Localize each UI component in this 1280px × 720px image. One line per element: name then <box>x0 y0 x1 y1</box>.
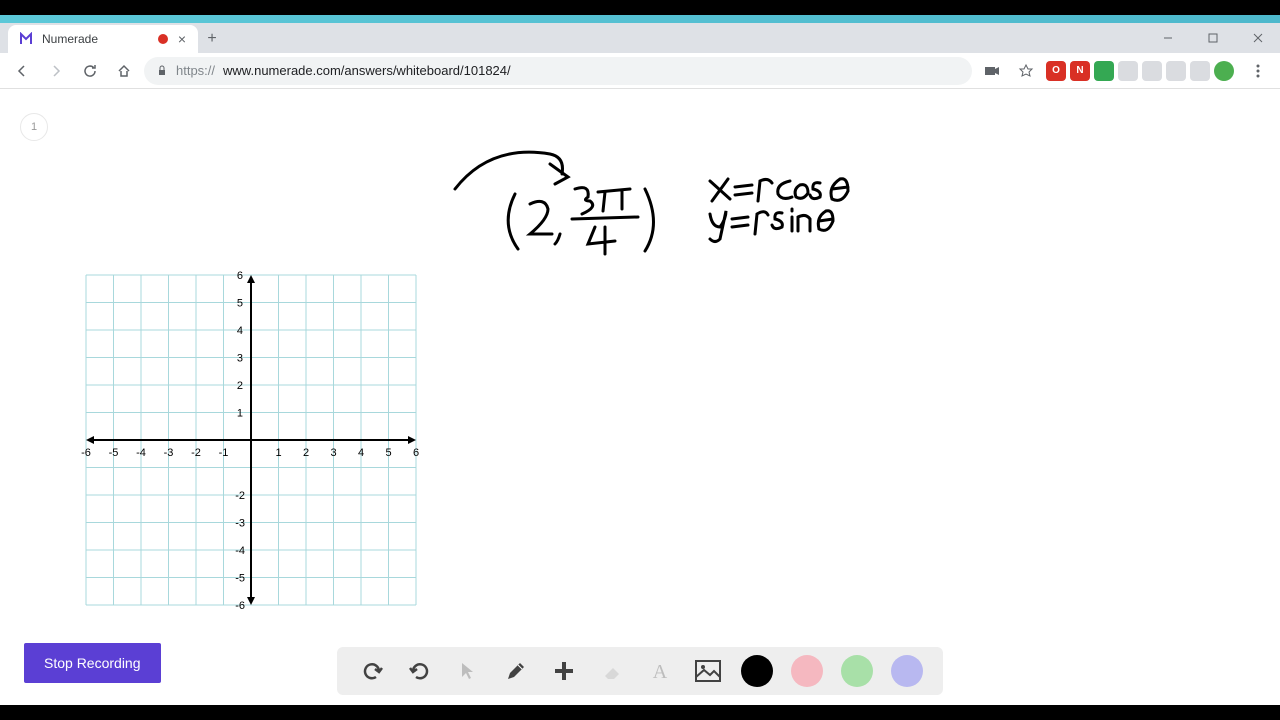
svg-text:1: 1 <box>275 447 281 459</box>
pen-tool[interactable] <box>501 656 531 686</box>
svg-text:4: 4 <box>358 447 364 459</box>
svg-text:-4: -4 <box>136 447 146 459</box>
recording-indicator-icon <box>158 34 168 44</box>
close-window-button[interactable] <box>1235 23 1280 53</box>
extension-icon-0[interactable]: O <box>1046 61 1066 81</box>
numerade-favicon-icon <box>18 31 34 47</box>
svg-text:-3: -3 <box>164 447 174 459</box>
extension-icon-4[interactable] <box>1142 61 1162 81</box>
svg-text:-5: -5 <box>109 447 119 459</box>
svg-text:2: 2 <box>303 447 309 459</box>
svg-text:-5: -5 <box>235 573 245 585</box>
window-titlebar <box>0 15 1280 23</box>
minimize-button[interactable] <box>1145 23 1190 53</box>
letterbox-top <box>0 0 1280 15</box>
stop-recording-button[interactable]: Stop Recording <box>24 643 161 683</box>
page-content: 1 -6 -5 -4 -3 -2 -1 1 2 3 4 5 6 1 2 3 4 5 6 -2 -3 -4 -5 -6 <box>0 89 1280 705</box>
back-button[interactable] <box>8 57 36 85</box>
whiteboard-toolbar: A <box>337 647 943 695</box>
text-tool[interactable]: A <box>645 656 675 686</box>
url-protocol: https:// <box>176 63 215 78</box>
svg-text:A: A <box>653 661 668 683</box>
handwriting-layer <box>455 152 848 254</box>
eraser-tool[interactable] <box>597 656 627 686</box>
svg-text:5: 5 <box>385 447 391 459</box>
menu-button[interactable] <box>1244 57 1272 85</box>
undo-button[interactable] <box>357 656 387 686</box>
redo-button[interactable] <box>405 656 435 686</box>
camera-icon[interactable] <box>978 57 1006 85</box>
tab-title: Numerade <box>42 32 98 46</box>
svg-text:3: 3 <box>237 353 243 365</box>
extension-icon-7[interactable] <box>1214 61 1234 81</box>
window-controls <box>1145 23 1280 53</box>
color-green[interactable] <box>841 655 873 687</box>
pointer-tool[interactable] <box>453 656 483 686</box>
svg-text:5: 5 <box>237 298 243 310</box>
svg-text:-2: -2 <box>235 490 245 502</box>
svg-text:-6: -6 <box>81 447 91 459</box>
extension-icon-3[interactable] <box>1118 61 1138 81</box>
whiteboard-canvas[interactable]: -6 -5 -4 -3 -2 -1 1 2 3 4 5 6 1 2 3 4 5 6 -2 -3 -4 -5 -6 <box>0 89 1280 689</box>
svg-text:-3: -3 <box>235 518 245 530</box>
letterbox-bottom <box>0 705 1280 720</box>
url-input[interactable]: https:// www.numerade.com/answers/whitebo… <box>144 57 972 85</box>
image-tool[interactable] <box>693 656 723 686</box>
extension-icon-6[interactable] <box>1190 61 1210 81</box>
svg-text:-1: -1 <box>219 447 229 459</box>
svg-text:-6: -6 <box>235 600 245 612</box>
svg-text:6: 6 <box>237 270 243 282</box>
extension-icon-2[interactable] <box>1094 61 1114 81</box>
extension-icon-1[interactable]: N <box>1070 61 1090 81</box>
close-tab-icon[interactable]: × <box>176 31 188 47</box>
browser-window: Numerade × + https:// www.numerade.com/an… <box>0 15 1280 705</box>
browser-tab[interactable]: Numerade × <box>8 25 198 53</box>
lock-icon <box>156 65 168 77</box>
svg-text:-4: -4 <box>235 545 245 557</box>
svg-text:1: 1 <box>237 408 243 420</box>
extensions-area: ON <box>1046 61 1238 81</box>
forward-button[interactable] <box>42 57 70 85</box>
tab-strip: Numerade × + <box>0 23 1280 53</box>
svg-text:-2: -2 <box>191 447 201 459</box>
svg-text:2: 2 <box>237 380 243 392</box>
address-bar: https:// www.numerade.com/answers/whitebo… <box>0 53 1280 89</box>
new-tab-button[interactable]: + <box>198 25 226 53</box>
home-button[interactable] <box>110 57 138 85</box>
bookmark-icon[interactable] <box>1012 57 1040 85</box>
extension-icon-5[interactable] <box>1166 61 1186 81</box>
svg-text:4: 4 <box>237 325 243 337</box>
svg-text:6: 6 <box>413 447 419 459</box>
color-pink[interactable] <box>791 655 823 687</box>
svg-text:3: 3 <box>330 447 336 459</box>
maximize-button[interactable] <box>1190 23 1235 53</box>
reload-button[interactable] <box>76 57 104 85</box>
add-tool[interactable] <box>549 656 579 686</box>
color-purple[interactable] <box>891 655 923 687</box>
url-text: www.numerade.com/answers/whiteboard/1018… <box>223 63 511 78</box>
color-black[interactable] <box>741 655 773 687</box>
